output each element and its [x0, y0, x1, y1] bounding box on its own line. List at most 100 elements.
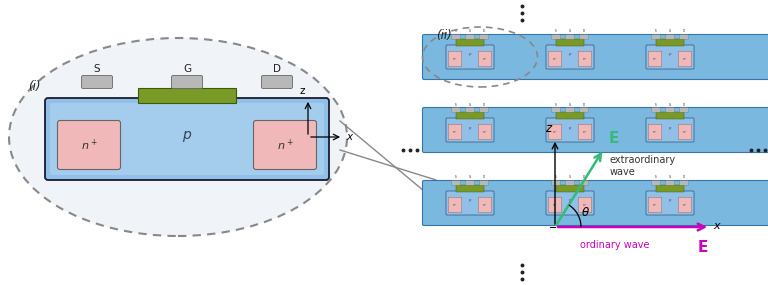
Bar — [138, 88, 236, 103]
FancyBboxPatch shape — [449, 197, 462, 213]
Text: S: S — [655, 30, 657, 34]
Text: D: D — [273, 64, 281, 74]
FancyBboxPatch shape — [666, 35, 674, 39]
Text: G: G — [669, 103, 671, 107]
Text: G: G — [569, 103, 571, 107]
Text: G: G — [183, 64, 191, 74]
Bar — [456, 185, 484, 192]
FancyBboxPatch shape — [452, 108, 460, 112]
Text: S: S — [555, 176, 557, 180]
Text: S: S — [94, 64, 101, 74]
FancyBboxPatch shape — [478, 197, 492, 213]
Text: D: D — [683, 30, 685, 34]
Text: D: D — [583, 176, 585, 180]
Text: $n^+$: $n^+$ — [582, 55, 588, 63]
FancyBboxPatch shape — [680, 35, 688, 39]
FancyBboxPatch shape — [680, 108, 688, 112]
FancyBboxPatch shape — [551, 35, 561, 39]
Text: $n^+$: $n^+$ — [81, 137, 98, 153]
Text: G: G — [669, 30, 671, 34]
Text: x: x — [713, 221, 720, 231]
FancyBboxPatch shape — [478, 51, 492, 67]
Bar — [456, 39, 484, 46]
Text: $n^+$: $n^+$ — [652, 55, 658, 63]
Text: $n^+$: $n^+$ — [552, 55, 558, 63]
Text: (ii): (ii) — [436, 29, 452, 42]
FancyBboxPatch shape — [449, 51, 462, 67]
Text: $n^+$: $n^+$ — [652, 201, 658, 209]
FancyBboxPatch shape — [446, 191, 494, 215]
Text: $n^+$: $n^+$ — [682, 128, 688, 136]
FancyBboxPatch shape — [646, 118, 694, 142]
Text: D: D — [683, 103, 685, 107]
Text: D: D — [683, 176, 685, 180]
FancyBboxPatch shape — [465, 35, 475, 39]
FancyBboxPatch shape — [480, 35, 488, 39]
FancyBboxPatch shape — [551, 181, 561, 185]
Text: $p$: $p$ — [668, 125, 672, 131]
Bar — [656, 185, 684, 192]
Text: S: S — [655, 103, 657, 107]
Text: S: S — [455, 30, 457, 34]
FancyBboxPatch shape — [580, 181, 588, 185]
Text: S: S — [555, 30, 557, 34]
Text: $\mathbf{E}$: $\mathbf{E}$ — [607, 130, 619, 146]
FancyBboxPatch shape — [253, 121, 316, 170]
Text: extraordinary
wave: extraordinary wave — [610, 155, 676, 177]
FancyBboxPatch shape — [480, 181, 488, 185]
FancyBboxPatch shape — [58, 121, 121, 170]
Text: $n^+$: $n^+$ — [452, 55, 458, 63]
Text: D: D — [483, 30, 485, 34]
FancyBboxPatch shape — [680, 181, 688, 185]
FancyBboxPatch shape — [578, 197, 592, 213]
Text: $n^+$: $n^+$ — [552, 201, 558, 209]
Text: G: G — [469, 176, 471, 180]
Bar — [456, 112, 484, 119]
Text: $n^+$: $n^+$ — [652, 128, 658, 136]
FancyBboxPatch shape — [678, 124, 692, 140]
Text: $p$: $p$ — [568, 125, 572, 131]
Text: $p$: $p$ — [668, 52, 672, 58]
Text: G: G — [569, 176, 571, 180]
Text: G: G — [469, 30, 471, 34]
Ellipse shape — [9, 38, 347, 236]
FancyBboxPatch shape — [422, 34, 768, 80]
Text: D: D — [583, 103, 585, 107]
Text: G: G — [469, 103, 471, 107]
Text: S: S — [555, 103, 557, 107]
Bar — [556, 39, 584, 46]
FancyBboxPatch shape — [648, 51, 662, 67]
Text: $\theta$: $\theta$ — [581, 207, 590, 219]
FancyBboxPatch shape — [648, 124, 662, 140]
Text: $p$: $p$ — [668, 198, 672, 205]
Text: $p$: $p$ — [468, 125, 472, 131]
FancyBboxPatch shape — [666, 181, 674, 185]
Bar — [556, 185, 584, 192]
FancyBboxPatch shape — [465, 108, 475, 112]
Text: $\mathbf{E}$: $\mathbf{E}$ — [697, 239, 709, 255]
Text: S: S — [655, 176, 657, 180]
Text: $n^+$: $n^+$ — [276, 137, 293, 153]
FancyBboxPatch shape — [465, 181, 475, 185]
Text: D: D — [583, 30, 585, 34]
FancyBboxPatch shape — [452, 181, 460, 185]
FancyBboxPatch shape — [578, 51, 592, 67]
FancyBboxPatch shape — [446, 45, 494, 69]
FancyBboxPatch shape — [422, 107, 768, 152]
FancyBboxPatch shape — [551, 108, 561, 112]
Text: $p$: $p$ — [182, 129, 192, 144]
FancyBboxPatch shape — [566, 108, 574, 112]
FancyBboxPatch shape — [449, 124, 462, 140]
FancyBboxPatch shape — [50, 103, 324, 175]
FancyBboxPatch shape — [580, 108, 588, 112]
FancyBboxPatch shape — [81, 76, 112, 89]
Text: S: S — [455, 103, 457, 107]
Text: $n^+$: $n^+$ — [682, 55, 688, 63]
FancyBboxPatch shape — [548, 197, 562, 213]
Text: $p$: $p$ — [468, 198, 472, 205]
Text: D: D — [483, 103, 485, 107]
FancyBboxPatch shape — [548, 124, 562, 140]
FancyBboxPatch shape — [678, 51, 692, 67]
FancyBboxPatch shape — [480, 108, 488, 112]
Text: $n^+$: $n^+$ — [482, 55, 488, 63]
